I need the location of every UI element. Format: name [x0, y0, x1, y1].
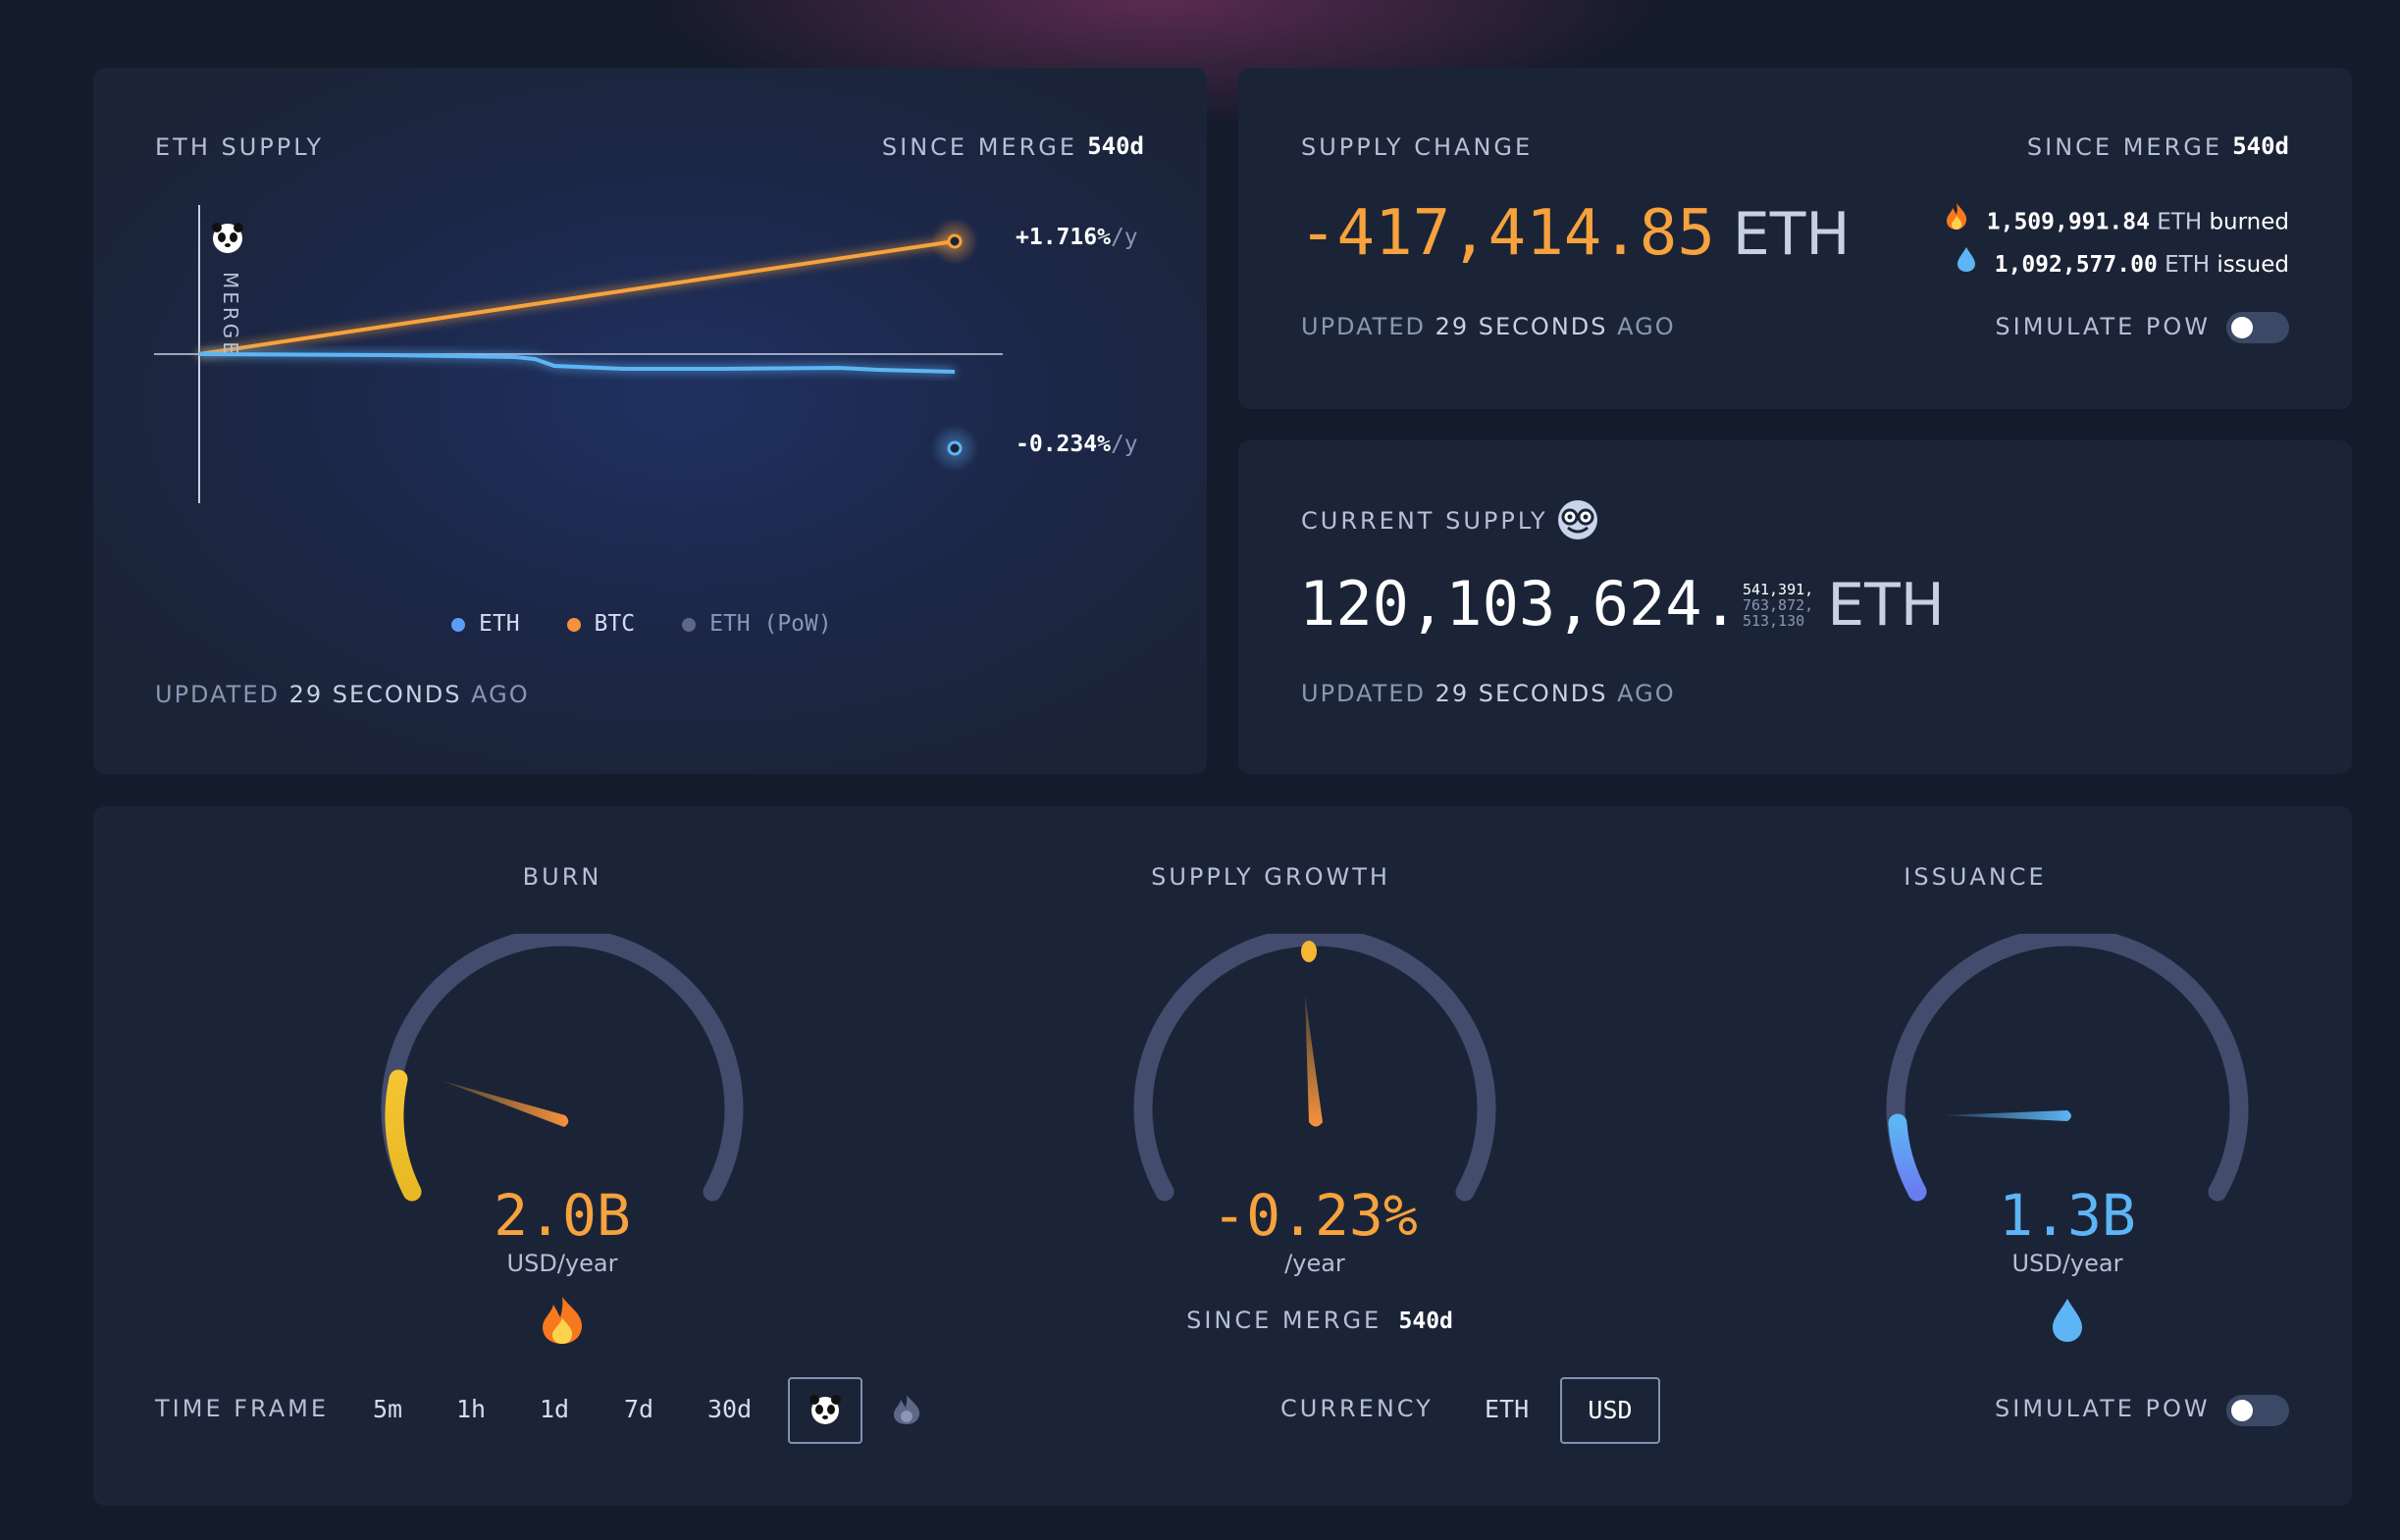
time-frame-30d[interactable]: 30d: [707, 1395, 753, 1423]
growth-gauge-value: -0.23%: [1212, 1182, 1418, 1249]
supply-change-panel: SUPPLY CHANGE SINCE MERGE 540d -417,414.…: [1238, 68, 2352, 409]
issuance-gauge-unit: USD/year: [2011, 1250, 2123, 1277]
droplet-icon: [2053, 1299, 2082, 1342]
supply-change-title: SUPPLY CHANGE: [1301, 133, 1534, 161]
issued-row: 1,092,577.00 ETH issued: [1944, 244, 2289, 286]
issuance-gauge-fill: [1888, 1113, 1927, 1202]
time-frame-7d[interactable]: 7d: [624, 1395, 654, 1423]
issuance-gauge-track: [1886, 934, 2249, 1202]
supply-change-since-label: SINCE MERGE: [2026, 133, 2222, 161]
issuance-gauge-title: ISSUANCE: [1904, 863, 2047, 891]
simulate-pow-toggle[interactable]: [2226, 1395, 2289, 1426]
issuance-gauge-needle: [1944, 1110, 2071, 1121]
supply-change-simulate-label: SIMULATE PoW: [1995, 313, 2211, 340]
legend-item-eth-pow[interactable]: ETH (PoW): [682, 611, 832, 637]
current-supply-integer: 120,103,624.: [1299, 568, 1739, 640]
time-frame-1d[interactable]: 1d: [540, 1395, 570, 1423]
currency-usd-button[interactable]: USD: [1560, 1377, 1660, 1444]
current-supply-title: CURRENT SUPPLY: [1301, 507, 1548, 535]
btc-series-line: [198, 239, 956, 356]
supply-change-value: -417,414.85: [1299, 197, 1715, 270]
burn-gauge-unit: USD/year: [506, 1250, 618, 1277]
growth-gauge: [1133, 934, 1496, 1202]
growth-gauge-since: SINCE MERGE 540d: [1186, 1307, 1453, 1334]
btc-endpoint[interactable]: [947, 233, 963, 249]
legend-item-btc[interactable]: BTC: [566, 611, 635, 637]
burned-row: 1,509,991.84 ETH burned: [1944, 201, 2289, 244]
ultrasound-fire-icon[interactable]: [891, 1393, 922, 1426]
currency-eth-button[interactable]: ETH: [1485, 1395, 1530, 1423]
current-supply-value-group: 120,103,624. 541,391, 763,872, 513,130 E…: [1299, 568, 1945, 640]
gauges-panel: BURN SUPPLY GROWTH ISSUANCE 2.0B USD/yea…: [93, 806, 2352, 1506]
time-frame-5m[interactable]: 5m: [373, 1395, 403, 1423]
fire-icon: [543, 1297, 583, 1344]
nerd-face-icon: [1558, 500, 1597, 539]
eth-supply-panel: ETH SUPPLY SINCE MERGE 540d: [93, 68, 1207, 774]
fire-icon: [1944, 201, 1969, 244]
eth-series-line: [198, 352, 956, 374]
growth-gauge-needle: [1305, 995, 1323, 1127]
merge-label: MERGE: [219, 272, 242, 357]
burn-gauge-track: [381, 934, 744, 1202]
growth-gauge-title: SUPPLY GROWTH: [1151, 863, 1390, 891]
time-frame-1h[interactable]: 1h: [456, 1395, 487, 1423]
current-supply-updated: UPDATED 29 SECONDS AGO: [1301, 680, 1676, 707]
panda-icon: [809, 1395, 841, 1424]
eth-supply-title: ETH SUPPLY: [155, 133, 325, 161]
simulate-pow-label: SIMULATE PoW: [1995, 1395, 2211, 1422]
current-supply-unit: ETH: [1827, 571, 1945, 640]
burn-gauge-title: BURN: [522, 863, 602, 891]
legend-item-eth[interactable]: ETH: [451, 611, 520, 637]
growth-gauge-marker: [1301, 941, 1317, 962]
issuance-gauge: [1886, 934, 2249, 1202]
supply-change-since-value: 540d: [2232, 132, 2289, 160]
eth-supply-chart: [154, 205, 1003, 503]
time-frame-label: TIME FRAME: [155, 1395, 330, 1422]
since-merge-value: 540d: [1087, 132, 1144, 160]
droplet-icon: [1956, 245, 1977, 286]
current-supply-decimals: 541,391, 763,872, 513,130: [1742, 581, 1814, 630]
burn-gauge-value: 2.0B: [494, 1182, 631, 1249]
since-merge-label: SINCE MERGE: [881, 133, 1077, 161]
supply-change-updated: UPDATED 29 SECONDS AGO: [1301, 313, 1676, 340]
supply-change-unit: ETH: [1732, 200, 1851, 269]
time-frame-since-merge-button[interactable]: [788, 1377, 862, 1444]
growth-gauge-unit: /year: [1284, 1250, 1345, 1277]
supply-change-value-group: -417,414.85 ETH: [1299, 197, 1851, 270]
burn-issue-breakdown: 1,509,991.84 ETH burned 1,092,577.00 ETH…: [1944, 201, 2289, 286]
btc-rate: +1.716%/y: [1016, 225, 1138, 250]
current-supply-panel: CURRENT SUPPLY 120,103,624. 541,391, 763…: [1238, 440, 2352, 774]
currency-label: CURRENCY: [1280, 1395, 1434, 1422]
burn-gauge: [381, 934, 744, 1202]
burn-gauge-needle: [443, 1081, 569, 1127]
burn-gauge-fill: [385, 1069, 422, 1202]
issuance-gauge-value: 1.3B: [1999, 1182, 2136, 1249]
growth-gauge-track: [1133, 934, 1496, 1202]
supply-change-simulate-toggle[interactable]: [2226, 312, 2289, 343]
eth-rate: -0.234%/y: [1016, 432, 1138, 457]
chart-legend: ETH BTC ETH (PoW): [451, 611, 832, 637]
panda-icon: [212, 223, 243, 253]
eth-endpoint[interactable]: [947, 440, 963, 456]
eth-supply-updated: UPDATED 29 SECONDS AGO: [155, 681, 530, 708]
